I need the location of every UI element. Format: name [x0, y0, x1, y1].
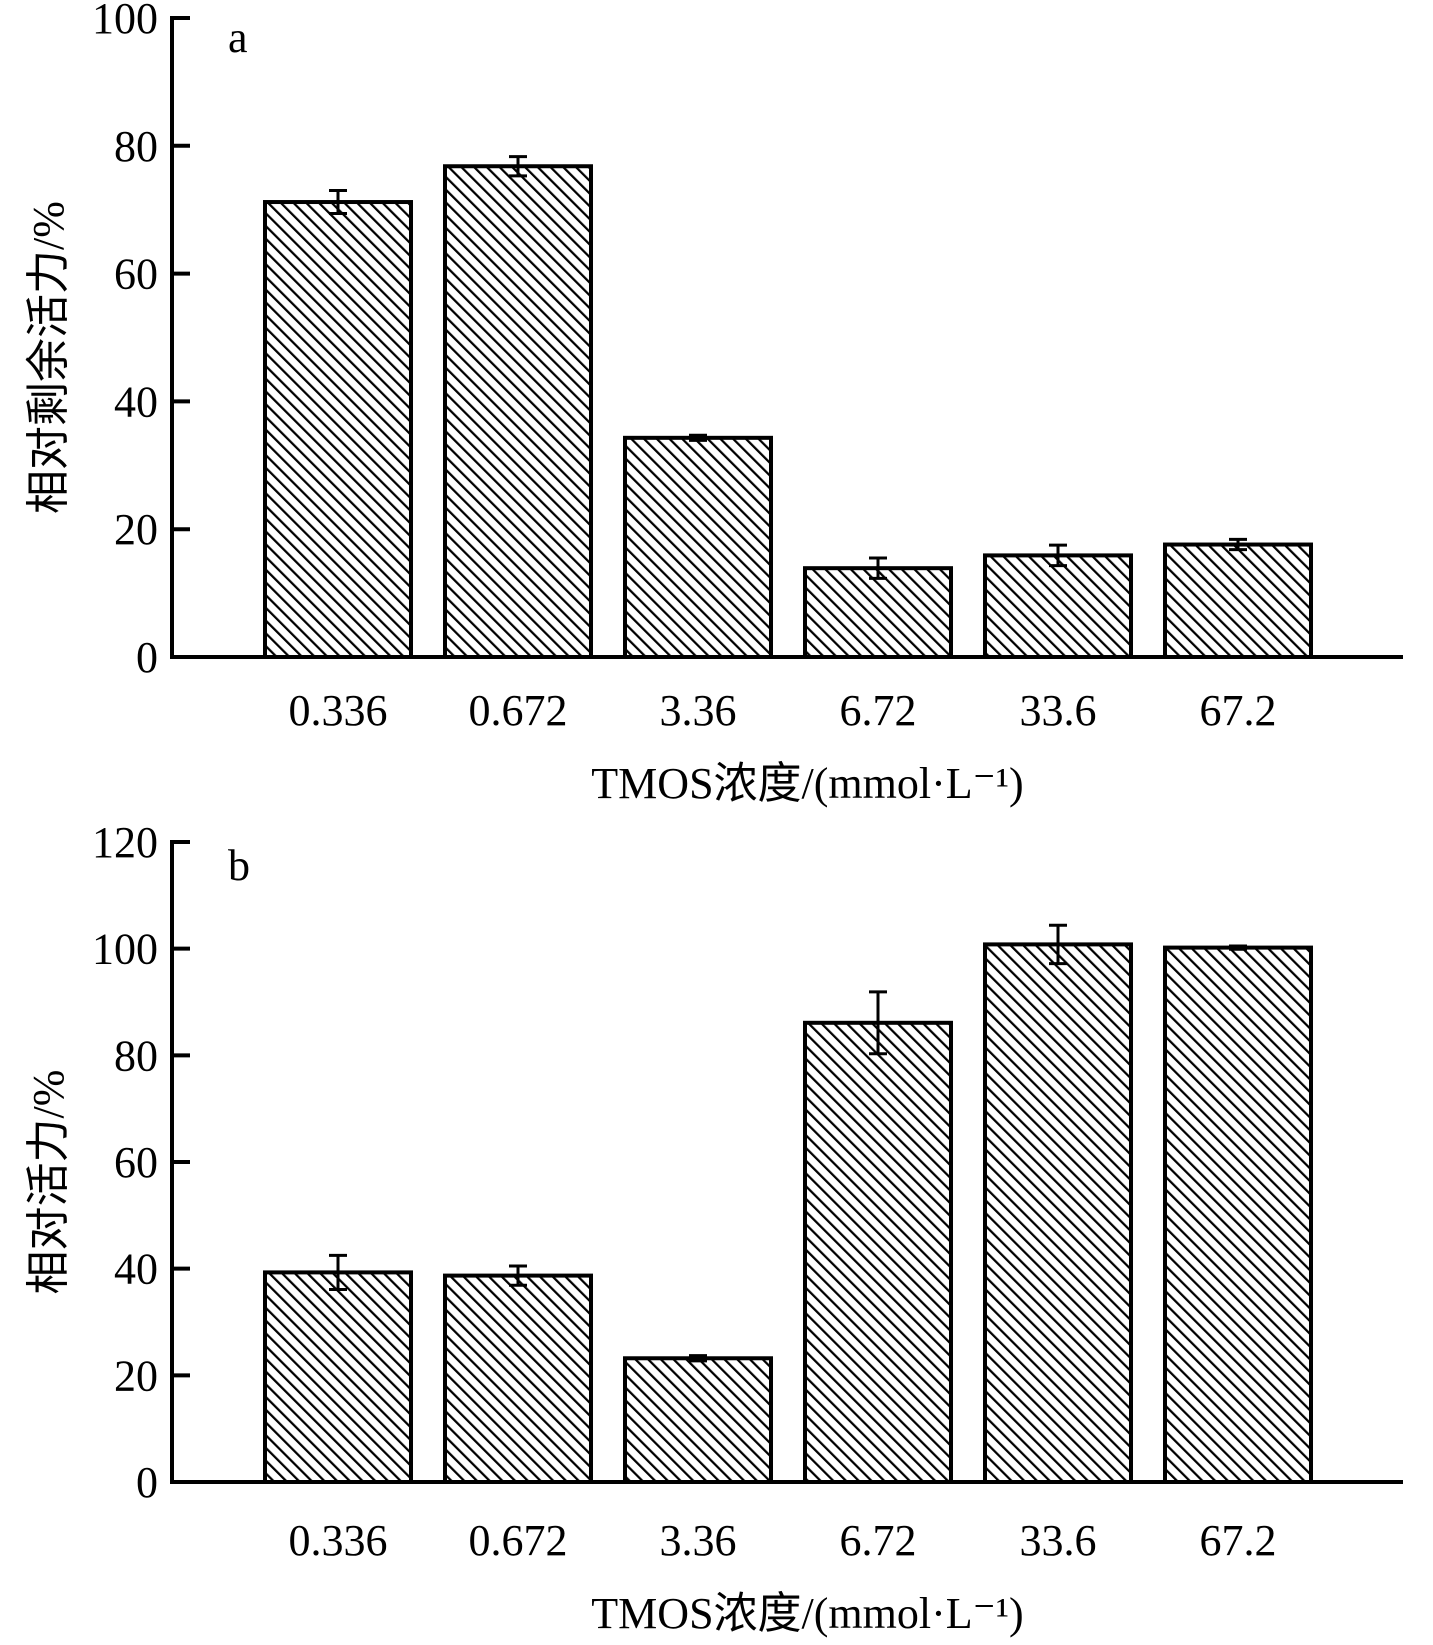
x-tick-label: 0.672	[469, 1516, 568, 1565]
bar	[1163, 945, 1313, 1484]
y-ticks-b: 0 20 40 60 80 100 120	[92, 818, 190, 1507]
panel-label-b: b	[228, 841, 250, 890]
error-bar	[689, 1354, 707, 1363]
error-bar	[329, 189, 347, 216]
error-bars-a	[329, 155, 1247, 580]
error-bar	[1049, 923, 1067, 966]
y-axis-title-a: 相对剩余活力/%	[24, 201, 73, 514]
x-tick-labels-b: 0.336 0.672 3.36 6.72 33.6 67.2	[289, 1516, 1277, 1565]
error-bar	[1229, 537, 1247, 552]
x-tick-label: 3.36	[660, 686, 737, 735]
error-bar	[869, 556, 887, 580]
y-tick-label: 0	[136, 1458, 158, 1507]
x-tick-labels-a: 0.336 0.672 3.36 6.72 33.6 67.2	[289, 686, 1277, 735]
error-bar	[329, 1253, 347, 1291]
error-bar	[1229, 944, 1247, 951]
x-tick-label: 33.6	[1020, 686, 1097, 735]
bar	[623, 1356, 773, 1485]
panel-label-a: a	[228, 13, 248, 62]
x-axis-title-a: TMOS浓度/(mmol·L⁻¹)	[591, 759, 1023, 808]
bar	[983, 553, 1133, 659]
y-axis-title-b: 相对活力/%	[24, 1070, 73, 1295]
y-tick-label: 20	[114, 1351, 158, 1400]
x-axis-title-b: TMOS浓度/(mmol·L⁻¹)	[591, 1589, 1023, 1638]
error-bar	[509, 155, 527, 178]
x-tick-label: 6.72	[840, 1516, 917, 1565]
y-tick-label: 80	[114, 122, 158, 171]
bar	[1163, 542, 1313, 660]
bar	[803, 566, 953, 660]
x-tick-label: 67.2	[1200, 686, 1277, 735]
bar	[443, 1273, 593, 1484]
x-tick-label: 0.672	[469, 686, 568, 735]
bar	[263, 1270, 413, 1485]
x-tick-label: 0.336	[289, 686, 388, 735]
error-bars-b	[329, 923, 1247, 1363]
y-tick-label: 60	[114, 250, 158, 299]
y-tick-label: 20	[114, 505, 158, 554]
x-tick-label: 33.6	[1020, 1516, 1097, 1565]
y-tick-label: 100	[92, 925, 158, 974]
y-ticks-a: 0 20 40 60 80 100	[92, 0, 190, 682]
error-bar	[689, 433, 707, 442]
bar	[263, 200, 413, 659]
bar	[443, 164, 593, 660]
x-tick-label: 6.72	[840, 686, 917, 735]
y-tick-label: 0	[136, 633, 158, 682]
bars-a	[263, 164, 1313, 660]
y-tick-label: 80	[114, 1031, 158, 1080]
y-tick-label: 120	[92, 818, 158, 867]
y-tick-label: 40	[114, 1245, 158, 1294]
bar	[803, 1020, 953, 1484]
x-tick-label: 3.36	[660, 1516, 737, 1565]
bar	[623, 435, 773, 659]
error-bar	[1049, 543, 1067, 568]
y-tick-label: 40	[114, 377, 158, 426]
x-tick-label: 67.2	[1200, 1516, 1277, 1565]
bar	[983, 942, 1133, 1484]
x-tick-label: 0.336	[289, 1516, 388, 1565]
bars-b	[263, 942, 1313, 1485]
y-tick-label: 100	[92, 0, 158, 43]
y-tick-label: 60	[114, 1138, 158, 1187]
chart-panel-b: 0 20 40 60 80 100 120 0.336 0.672 3.36 6.72 33.6 67…	[24, 818, 1403, 1638]
error-bar	[509, 1264, 527, 1287]
error-bar	[869, 990, 887, 1056]
